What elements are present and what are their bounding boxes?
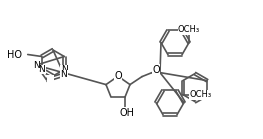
Text: O: O xyxy=(152,65,160,75)
Text: OH: OH xyxy=(120,108,135,118)
Text: N: N xyxy=(61,65,68,74)
Text: N: N xyxy=(33,61,39,70)
Text: N: N xyxy=(38,65,45,74)
Text: O: O xyxy=(114,71,122,81)
Text: OCH₃: OCH₃ xyxy=(190,90,212,99)
Text: OCH₃: OCH₃ xyxy=(178,25,200,34)
Text: N: N xyxy=(60,70,67,79)
Text: HO: HO xyxy=(7,49,22,59)
